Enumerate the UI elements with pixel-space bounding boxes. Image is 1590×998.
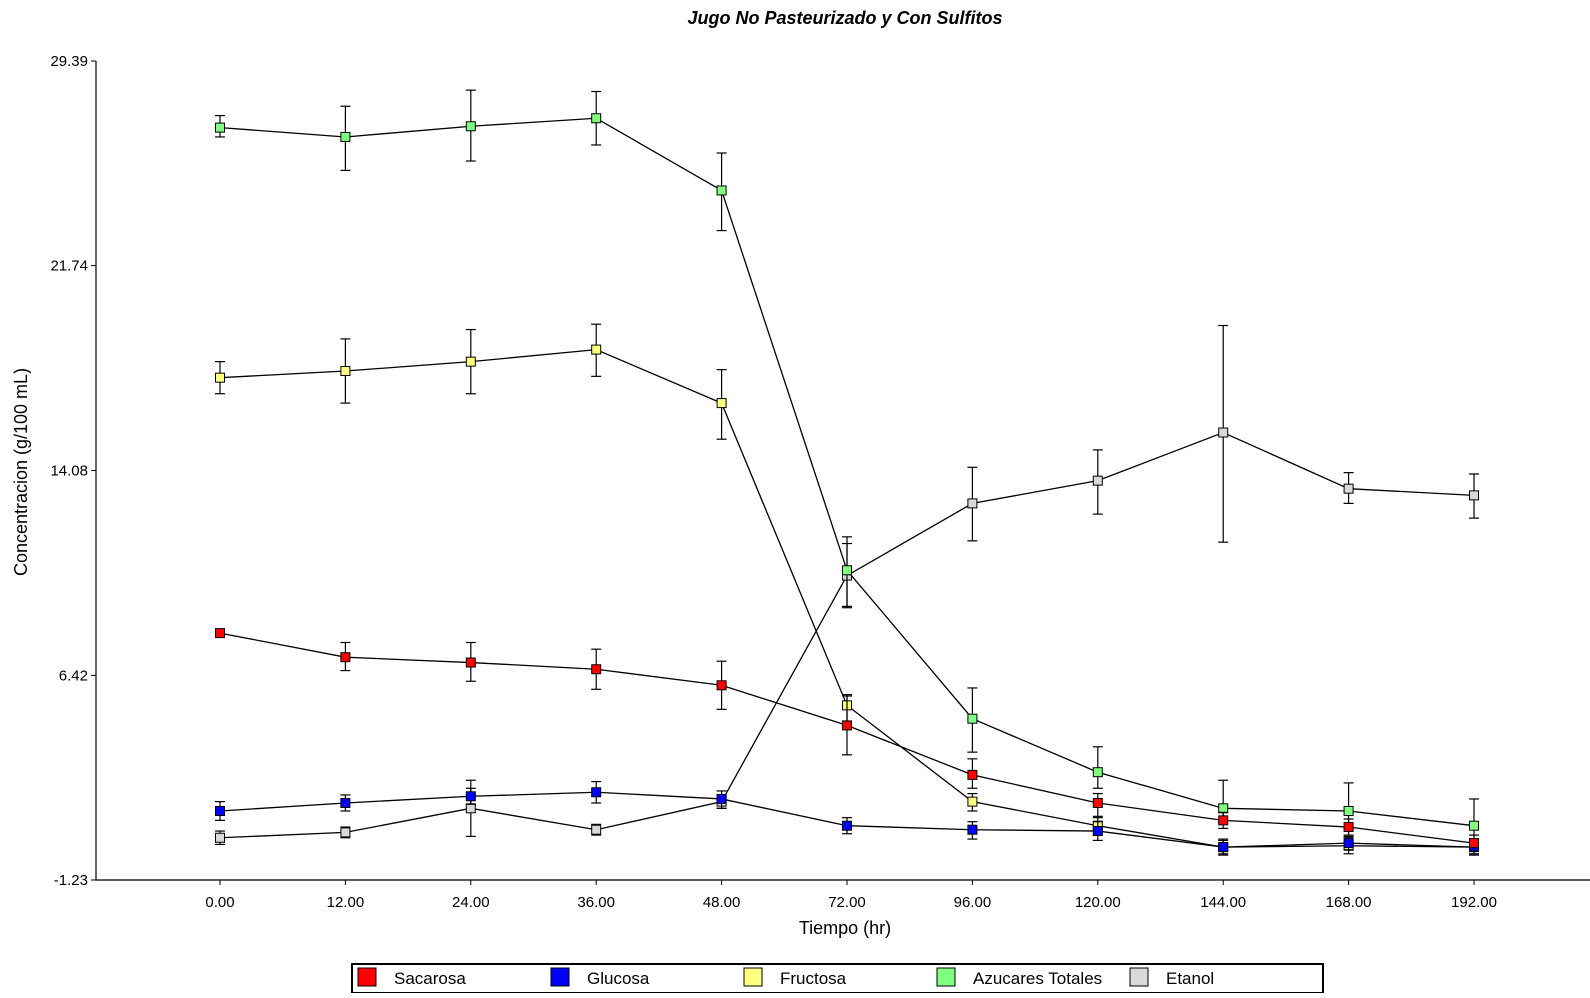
data-point bbox=[465, 121, 476, 132]
y-tick-label: 14.08 bbox=[50, 463, 88, 480]
data-point bbox=[465, 356, 476, 367]
data-point bbox=[716, 793, 727, 804]
x-tick-label: 192.00 bbox=[1451, 894, 1497, 911]
x-tick-label: 120.00 bbox=[1075, 894, 1121, 911]
data-point bbox=[967, 498, 978, 509]
data-point bbox=[340, 366, 351, 377]
data-point bbox=[340, 797, 351, 808]
legend-label: Azucares Totales bbox=[973, 969, 1102, 988]
series-line bbox=[219, 431, 1475, 839]
data-point bbox=[215, 122, 225, 133]
legend-swatch bbox=[936, 967, 956, 987]
data-point bbox=[1343, 822, 1354, 833]
legend-item: Etanol bbox=[1129, 967, 1214, 988]
data-point bbox=[716, 185, 727, 196]
x-tick-label: 0.00 bbox=[205, 894, 234, 911]
data-point bbox=[967, 769, 978, 780]
y-tick-label: 29.39 bbox=[50, 53, 88, 70]
data-point bbox=[1343, 805, 1354, 816]
legend-swatch bbox=[743, 967, 763, 987]
data-point bbox=[1218, 842, 1229, 853]
legend-item: Glucosa bbox=[550, 967, 650, 988]
data-point bbox=[591, 664, 602, 675]
data-point bbox=[1343, 483, 1354, 494]
data-point bbox=[842, 720, 852, 731]
data-point bbox=[340, 827, 351, 838]
x-tick-label: 36.00 bbox=[577, 894, 615, 911]
legend-swatch bbox=[550, 967, 570, 987]
data-point bbox=[591, 787, 602, 798]
data-point bbox=[215, 832, 225, 843]
data-point bbox=[716, 680, 727, 691]
y-ticks: -1.23 6.42 14.08 21.74 29.39 bbox=[50, 53, 96, 889]
data-point bbox=[842, 820, 852, 831]
series-layer bbox=[215, 89, 1479, 856]
series-azucares-totales bbox=[215, 89, 1479, 844]
data-point bbox=[1092, 826, 1103, 837]
data-point bbox=[716, 398, 727, 409]
data-point bbox=[591, 113, 602, 124]
data-point bbox=[1218, 427, 1229, 438]
data-point bbox=[215, 628, 225, 639]
data-point bbox=[1469, 490, 1479, 501]
data-point bbox=[591, 344, 602, 355]
chart-title: Jugo No Pasteurizado y Con Sulfitos bbox=[687, 8, 1002, 28]
legend-swatch bbox=[357, 967, 377, 987]
legend: Sacarosa Glucosa Fructosa Azucares Totales E… bbox=[351, 963, 1324, 994]
data-point bbox=[465, 657, 476, 668]
legend-item: Azucares Totales bbox=[936, 967, 1102, 988]
x-ticks: 0.00 12.00 24.00 36.00 48.00 72.00 96.00 120.00… bbox=[205, 880, 1497, 911]
y-tick-label: 6.42 bbox=[59, 667, 88, 684]
x-tick-label: 24.00 bbox=[452, 894, 490, 911]
legend-item: Fructosa bbox=[743, 967, 847, 988]
legend-item: Sacarosa bbox=[357, 967, 466, 988]
x-tick-label: 12.00 bbox=[327, 894, 365, 911]
x-tick-label: 168.00 bbox=[1326, 894, 1372, 911]
series-sacarosa bbox=[215, 628, 1479, 852]
data-point bbox=[465, 791, 476, 802]
data-point bbox=[842, 565, 852, 576]
data-point bbox=[215, 372, 225, 383]
data-point bbox=[1469, 820, 1479, 831]
data-point bbox=[215, 805, 225, 816]
data-point bbox=[591, 824, 602, 835]
data-point bbox=[1343, 838, 1354, 849]
legend-label: Etanol bbox=[1166, 969, 1214, 988]
data-point bbox=[967, 824, 978, 835]
data-point bbox=[1092, 797, 1103, 808]
data-point bbox=[1218, 815, 1229, 826]
data-point bbox=[1218, 803, 1229, 814]
legend-label: Glucosa bbox=[587, 969, 650, 988]
x-tick-label: 144.00 bbox=[1200, 894, 1246, 911]
x-tick-label: 96.00 bbox=[954, 894, 992, 911]
x-axis-title: Tiempo (hr) bbox=[799, 918, 891, 938]
legend-box bbox=[351, 963, 1324, 994]
data-point bbox=[967, 713, 978, 724]
data-point bbox=[465, 803, 476, 814]
y-tick-label: -1.23 bbox=[54, 872, 88, 889]
x-tick-label: 72.00 bbox=[828, 894, 866, 911]
data-point bbox=[340, 652, 351, 663]
x-tick-label: 48.00 bbox=[703, 894, 741, 911]
legend-label: Sacarosa bbox=[394, 969, 466, 988]
data-point bbox=[1092, 767, 1103, 778]
data-point bbox=[967, 796, 978, 807]
axes bbox=[95, 61, 1590, 881]
data-point bbox=[1469, 838, 1479, 849]
data-point bbox=[340, 131, 351, 142]
y-tick-label: 21.74 bbox=[50, 258, 88, 275]
y-axis-title: Concentracion (g/100 mL) bbox=[11, 368, 31, 576]
data-point bbox=[1092, 475, 1103, 486]
series-glucosa bbox=[215, 780, 1479, 855]
legend-swatch bbox=[1129, 967, 1149, 987]
legend-label: Fructosa bbox=[780, 969, 847, 988]
